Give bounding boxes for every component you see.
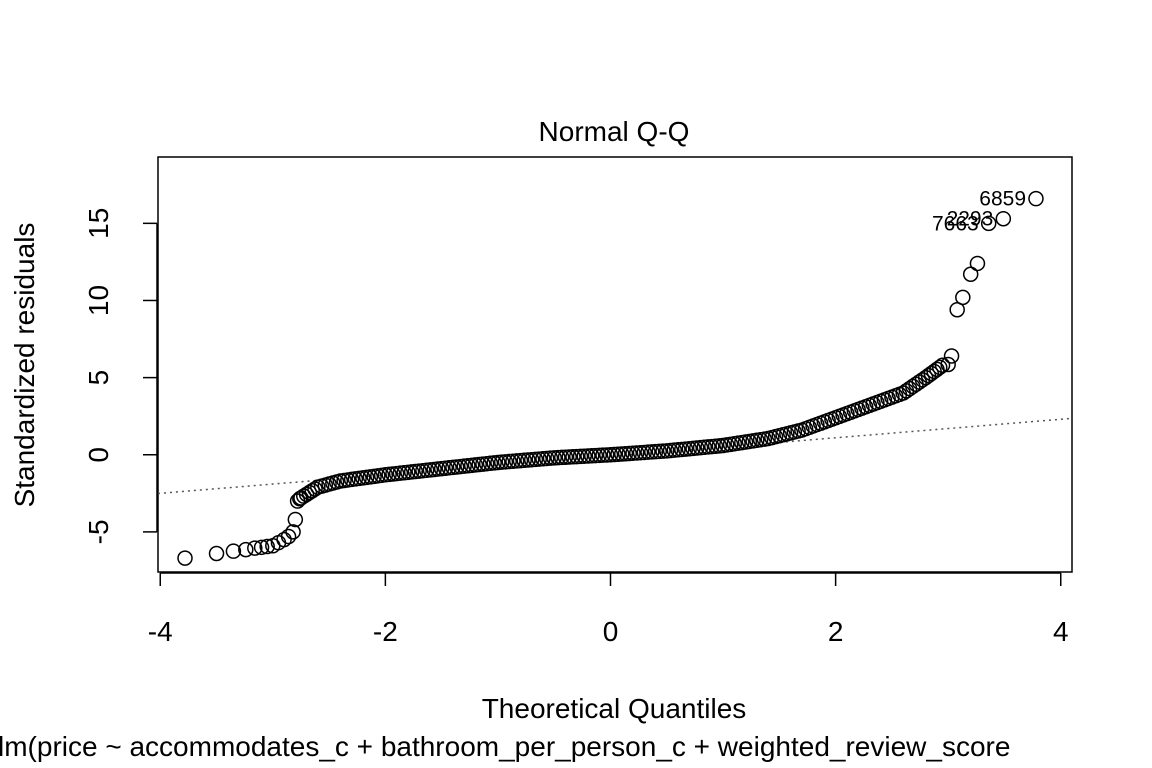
y-tick-label: 10 [83,285,114,316]
x-tick-label: -2 [373,616,398,647]
data-point [568,448,585,465]
data-point [307,481,323,497]
data-point [280,528,297,545]
data-point [595,447,611,463]
points-layer [177,190,1044,566]
y-tick-label: 5 [83,370,114,386]
data-point [583,448,600,464]
point-label: 7663 [932,212,979,235]
data-point [1028,190,1044,207]
data-point [980,215,997,232]
data-point [259,538,275,555]
data-point [587,447,604,464]
x-axis-label: Theoretical Quantiles [482,693,747,724]
data-point [576,448,592,464]
data-point [962,266,979,282]
y-tick-label: 15 [83,208,114,239]
y-axis: -5 0 5 10 15 [83,208,158,544]
data-point [572,448,589,465]
data-point [943,348,960,364]
data-point [287,511,304,528]
data-point [208,545,225,562]
point-label: 2293 [947,208,994,231]
x-tick-label: -4 [148,616,173,647]
x-axis: -4 -2 0 2 4 [148,572,1069,647]
data-point [546,450,562,466]
chart-title: Normal Q-Q [539,116,690,147]
model-caption: lm(price ~ accommodates_c + bathroom_per… [0,731,1010,762]
data-point [934,357,951,374]
data-point [177,550,193,566]
data-point [949,301,965,318]
data-point [591,447,607,464]
data-point [550,449,566,466]
data-point [955,289,971,306]
data-point [225,543,242,559]
data-point [969,255,986,272]
data-point [565,449,581,465]
point-label: 6859 [979,188,1026,211]
plot-frame [157,156,1073,573]
data-point [995,210,1012,227]
data-point [276,531,292,548]
x-tick-label: 4 [1053,616,1069,647]
y-tick-label: -5 [83,519,114,544]
data-point [557,449,574,465]
data-point [285,524,301,540]
data-point [940,356,956,373]
y-tick-label: 0 [83,447,114,463]
data-point [253,539,270,556]
x-tick-label: 0 [603,616,619,647]
data-point [238,541,254,558]
x-tick-label: 2 [828,616,844,647]
data-point [931,359,948,376]
data-point [580,448,596,464]
data-point [599,447,615,463]
data-point [561,449,577,465]
data-point [553,449,570,466]
y-axis-label: Standardized residuals [9,223,40,508]
data-point [247,540,263,556]
